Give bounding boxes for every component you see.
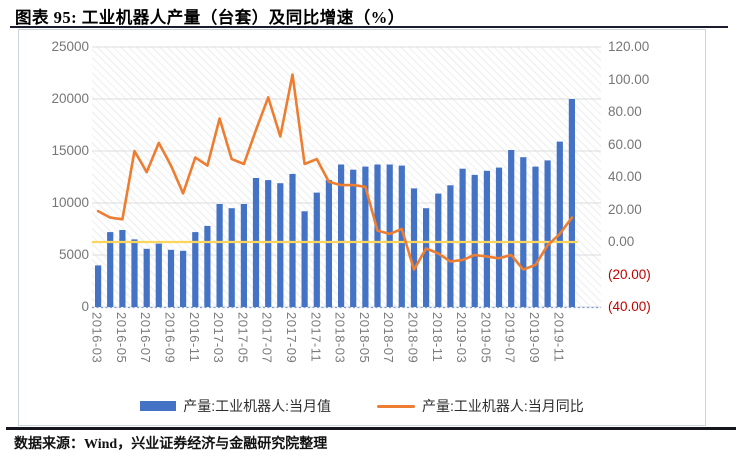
x-axis-tick: 2017-03: [211, 312, 227, 364]
x-axis-tick: 2018-05: [356, 312, 372, 364]
bar-2017-03: [216, 204, 223, 307]
legend-label-production: 产量:工业机器人:当月值: [183, 398, 331, 414]
y-axis-right-tick: (20.00): [608, 266, 651, 282]
x-axis-tick: 2016-11: [186, 312, 202, 363]
bar-2016-12: [204, 225, 211, 307]
y-axis-left-tick: 20000: [51, 91, 89, 106]
chart-container: 0 5000 10000 15000 20000 25000 120.00 100.00 80…: [18, 29, 706, 426]
bar-2017-09: [289, 173, 296, 307]
bar-2016-09: [167, 249, 175, 307]
bar-2017-11: [313, 192, 320, 307]
bar-2016-05: [119, 230, 126, 307]
bar-2018-10: [423, 208, 430, 307]
bar-2018-09: [410, 188, 418, 307]
bar-2018-06: [374, 164, 381, 307]
x-axis-tick: 2016-05: [113, 312, 129, 364]
x-axis-tick: 2016-07: [138, 312, 154, 364]
bar-2018-12: [447, 185, 454, 307]
bar-2018-03: [338, 164, 345, 307]
y-axis-right-tick: 80.00: [608, 104, 642, 119]
bar-2018-07: [386, 164, 393, 307]
bar-2017-07: [265, 180, 272, 307]
bar-2016-11: [192, 232, 199, 307]
bar-2019-10: [544, 160, 551, 307]
page-title: 图表 95: 工业机器人产量（台套）及同比增速（%）: [15, 8, 405, 27]
bar-2017-08: [277, 183, 284, 307]
bar-2019-03: [459, 168, 466, 307]
bar-series-swatch-icon: [140, 401, 177, 411]
bar-2019-08: [520, 157, 527, 307]
y-axis-left-tick: 0: [81, 299, 89, 314]
y-axis-right-tick: 60.00: [608, 136, 642, 152]
bar-2016-04: [107, 232, 114, 307]
bar-2019-06: [495, 167, 503, 307]
legend: 产量:工业机器人:当月值 产量:工业机器人:当月同比: [19, 396, 705, 416]
y-axis-right-tick: 20.00: [608, 201, 642, 217]
bar-2017-10: [301, 211, 308, 307]
bar-2016-08: [155, 243, 162, 307]
y-axis-right-tick: 120.00: [608, 39, 650, 54]
x-axis-tick: 2016-03: [89, 312, 105, 364]
x-axis-tick: 2017-07: [259, 312, 275, 364]
bar-2019-12: [568, 99, 575, 307]
bar-2017-05: [240, 204, 247, 307]
y-axis-right-tick: (40.00): [608, 299, 651, 314]
x-axis-tick: 2019-05: [478, 312, 494, 364]
data-source: 数据来源：Wind，兴业证券经济与金融研究院整理: [14, 437, 328, 452]
x-axis-tick: 2018-11: [429, 312, 445, 363]
x-axis-tick: 2018-03: [332, 312, 348, 364]
footer-divider: [6, 427, 736, 430]
bar-2016-10: [180, 250, 187, 307]
bar-2019-11: [556, 141, 563, 307]
bar-2017-12: [325, 180, 332, 307]
x-axis-tick: 2019-09: [526, 312, 542, 364]
line-series-swatch-icon: [377, 404, 415, 408]
bar-2019-09: [532, 166, 539, 307]
x-axis-tick: 2017-05: [235, 312, 251, 364]
y-axis-right-tick: 40.00: [608, 169, 642, 184]
plot-svg: [92, 46, 601, 309]
title-divider: [10, 26, 728, 28]
y-axis-left-tick: 15000: [51, 143, 89, 158]
y-axis-left-tick: 5000: [58, 247, 89, 262]
yoy-line: [96, 73, 574, 271]
x-axis-tick: 2016-09: [162, 312, 178, 364]
bar-2016-03: [95, 265, 102, 307]
bar-2019-05: [483, 170, 490, 307]
x-axis-tick: 2019-07: [502, 312, 518, 364]
bar-2018-11: [435, 193, 442, 307]
bar-2018-08: [398, 165, 405, 307]
x-axis-tick: 2019-11: [551, 312, 567, 363]
bar-2018-04: [350, 169, 357, 307]
x-axis-tick: 2018-09: [405, 312, 421, 364]
x-axis-tick: 2019-03: [454, 312, 470, 364]
x-axis-tick: 2018-07: [381, 312, 397, 364]
x-axis-tick: 2017-09: [283, 312, 299, 364]
legend-label-yoy: 产量:工业机器人:当月同比: [422, 398, 584, 414]
legend-item-production: 产量:工业机器人:当月值: [140, 396, 331, 416]
x-axis-tick: 2017-11: [308, 312, 324, 363]
legend-item-yoy: 产量:工业机器人:当月同比: [377, 396, 584, 416]
y-axis-left-tick: 25000: [51, 39, 89, 54]
bar-2019-07: [508, 150, 515, 307]
y-axis-right-tick: 0.00: [608, 234, 635, 249]
bar-2016-07: [143, 248, 150, 307]
bar-2016-06: [131, 239, 138, 307]
bar-2018-05: [362, 166, 369, 307]
y-axis-right-tick: 100.00: [608, 71, 650, 87]
bar-2017-04: [228, 208, 235, 307]
y-axis-left-tick: 10000: [51, 195, 89, 210]
